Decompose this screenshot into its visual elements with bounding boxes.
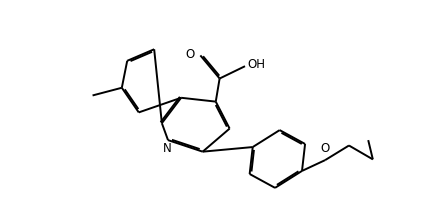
Text: O: O (186, 48, 195, 61)
Text: N: N (163, 142, 172, 155)
Text: OH: OH (247, 58, 265, 71)
Text: O: O (321, 142, 330, 155)
